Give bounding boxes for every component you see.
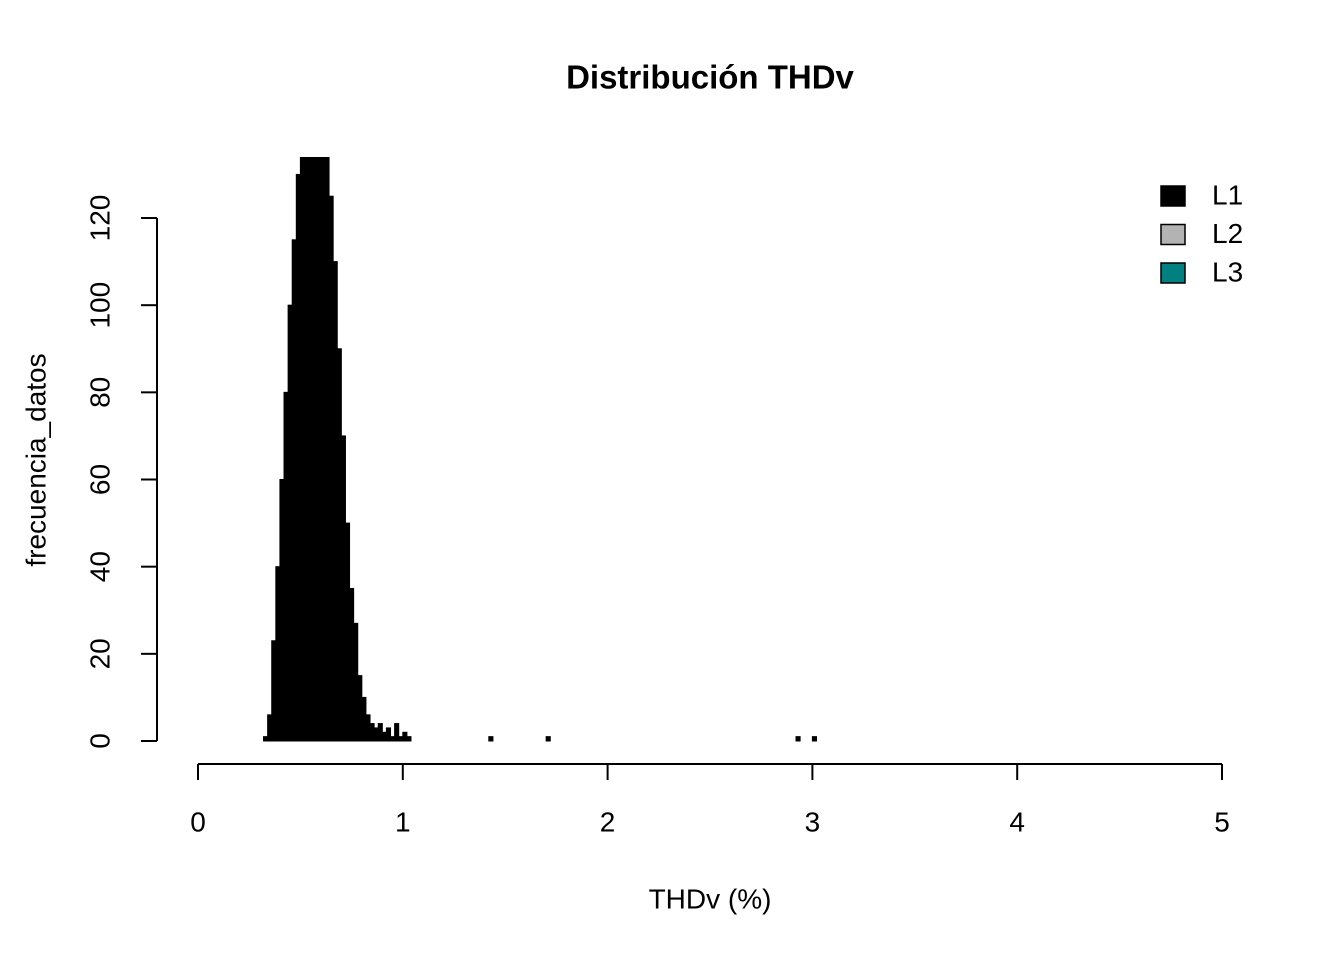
y-tick-label: 120 [84, 195, 115, 242]
bar [271, 640, 277, 742]
legend-label: L3 [1212, 256, 1243, 287]
bar [377, 723, 383, 742]
bar [324, 157, 330, 742]
bar [287, 304, 293, 742]
bar [308, 157, 314, 742]
x-tick-label: 4 [1009, 806, 1025, 837]
bar [320, 157, 326, 742]
bar [402, 731, 408, 742]
bar [295, 173, 301, 742]
bar [283, 391, 289, 742]
bar [381, 731, 387, 742]
x-axis-label: THDv (%) [649, 883, 772, 914]
bar [299, 157, 305, 742]
bar [811, 736, 817, 742]
bar [545, 736, 551, 742]
bar [398, 736, 404, 742]
x-tick-label: 3 [805, 806, 821, 837]
x-tick-label: 2 [600, 806, 616, 837]
y-tick-label: 80 [84, 377, 115, 408]
x-tick-label: 1 [395, 806, 411, 837]
bar [263, 736, 269, 742]
bar [279, 479, 285, 742]
bar [316, 157, 322, 742]
bar [353, 622, 359, 742]
bar [349, 587, 355, 742]
chart-title: Distribución THDv [566, 59, 854, 96]
bar [357, 675, 363, 742]
x-tick-label: 0 [190, 806, 206, 837]
bar [394, 723, 400, 742]
bar [312, 157, 318, 742]
bar [340, 435, 346, 742]
bar [406, 736, 412, 742]
bar [795, 736, 801, 742]
bar [267, 714, 273, 742]
bar [344, 522, 351, 742]
bar [332, 261, 338, 742]
y-tick-label: 100 [84, 282, 115, 329]
legend-swatch [1160, 262, 1186, 284]
legend-label: L1 [1212, 179, 1243, 210]
y-tick-label: 0 [84, 733, 115, 749]
y-axis-label: frecuencia_datos [20, 353, 51, 566]
bars [263, 157, 817, 742]
legend-label: L2 [1212, 218, 1243, 249]
x-tick-label: 5 [1214, 806, 1230, 837]
bar [373, 727, 379, 742]
bar [365, 714, 371, 742]
bar [291, 239, 297, 742]
y-tick-label: 60 [84, 464, 115, 495]
y-tick-label: 40 [84, 551, 115, 582]
legend-swatch [1160, 185, 1186, 207]
bar [303, 157, 310, 742]
bar [336, 348, 342, 742]
y-tick-label: 20 [84, 638, 115, 669]
bar [390, 736, 396, 742]
bar [369, 723, 375, 742]
bar [385, 727, 392, 742]
bar [488, 736, 494, 742]
bar [328, 195, 334, 742]
legend-swatch [1160, 223, 1186, 246]
bar [361, 696, 367, 742]
bar [275, 566, 281, 742]
